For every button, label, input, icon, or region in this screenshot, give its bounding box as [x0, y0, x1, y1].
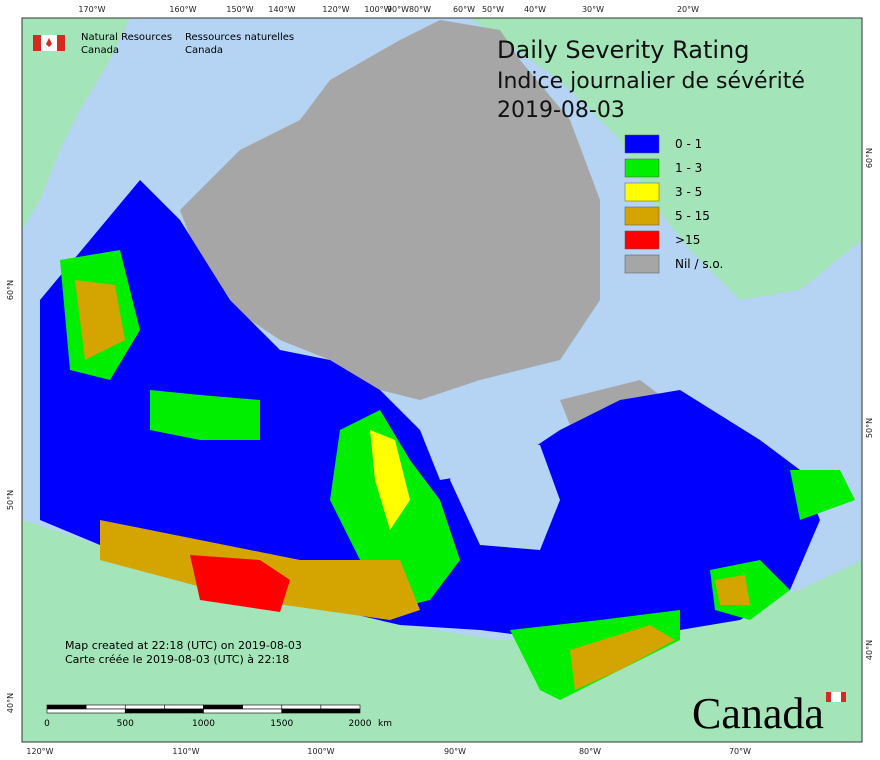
title-fr: Indice journalier de sévérité [497, 69, 805, 94]
legend-swatch [624, 158, 660, 178]
legend-swatch [624, 134, 660, 154]
longitude-label: 120°W [26, 747, 53, 756]
scale-segment [164, 704, 204, 710]
scale-segment [124, 704, 165, 710]
agency-en: Natural Resources [81, 32, 172, 43]
longitude-label: 90°W [387, 5, 409, 14]
latitude-label: 60°N [6, 280, 15, 300]
scale-segment [281, 708, 361, 714]
legend-label: 0 - 1 [675, 137, 702, 151]
scale-label: 0 [44, 719, 50, 729]
scale-segment [124, 708, 204, 714]
scale-segment [46, 708, 126, 714]
agency-fr: Ressources naturelles [185, 32, 294, 43]
agency-fr: Canada [185, 45, 223, 56]
map-frame [21, 17, 863, 743]
scale-unit: km [378, 719, 392, 729]
scale-label: 1000 [192, 719, 215, 729]
longitude-label: 160°W [169, 5, 196, 14]
scale-segment [281, 704, 322, 710]
longitude-label: 120°W [322, 5, 349, 14]
legend-label: 1 - 3 [675, 161, 702, 175]
longitude-label: 80°W [409, 5, 431, 14]
scale-segment [203, 704, 243, 710]
scale-segment [203, 708, 283, 714]
longitude-label: 100°W [307, 747, 334, 756]
longitude-label: 60°W [453, 5, 475, 14]
latitude-label: 40°N [865, 640, 874, 660]
title-date: 2019-08-03 [497, 98, 625, 123]
ontario-orange [570, 625, 675, 690]
prairie-yellow [370, 430, 410, 530]
newfoundland-green [790, 470, 855, 520]
legend-swatch [624, 206, 660, 226]
longitude-label: 150°W [226, 5, 253, 14]
greenland [470, 18, 862, 300]
legend-label: >15 [675, 233, 700, 247]
latitude-label: 50°N [865, 418, 874, 438]
legend-label: Nil / s.o. [675, 257, 723, 271]
longitude-label: 20°W [677, 5, 699, 14]
scale-segment [242, 704, 283, 710]
scale-segment [85, 704, 126, 710]
latitude-label: 60°N [865, 148, 874, 168]
longitude-label: 80°W [579, 747, 601, 756]
scale-label: 1500 [270, 719, 293, 729]
agency-en: Canada [81, 45, 119, 56]
scale-segment [46, 704, 87, 710]
longitude-label: 50°W [482, 5, 504, 14]
longitude-label: 100°W [364, 5, 391, 14]
title-en: Daily Severity Rating [497, 36, 749, 64]
north-green [150, 390, 260, 440]
longitude-label: 140°W [268, 5, 295, 14]
canada-wordmark: Canada [692, 689, 824, 738]
legend-swatch [624, 182, 660, 202]
longitude-label: 30°W [582, 5, 604, 14]
latitude-label: 50°N [6, 490, 15, 510]
legend-label: 3 - 5 [675, 185, 702, 199]
wordmark-flag [826, 692, 846, 702]
credit: Map created at 22:18 (UTC) on 2019-08-03 [65, 639, 302, 652]
bc-orange [75, 280, 125, 360]
longitude-label: 70°W [729, 747, 751, 756]
scale-label: 500 [117, 719, 134, 729]
arctic-islands [180, 20, 600, 400]
canada-blue [40, 180, 820, 640]
legend-label: 5 - 15 [675, 209, 710, 223]
credit: Carte créée le 2019-08-03 (UTC) à 22:18 [65, 653, 289, 666]
longitude-label: 40°W [524, 5, 546, 14]
scale-segment [320, 704, 361, 710]
united-states [22, 520, 862, 742]
scale-label: 2000 [349, 719, 372, 729]
latitude-label: 40°N [6, 693, 15, 713]
longitude-label: 170°W [78, 5, 105, 14]
maritimes-orange [715, 575, 750, 605]
legend-swatch [624, 254, 660, 274]
longitude-label: 90°W [444, 747, 466, 756]
legend-swatch [624, 230, 660, 250]
longitude-label: 110°W [172, 747, 199, 756]
alaska-west [22, 18, 130, 230]
flag-logo [33, 35, 65, 51]
hudson-bay [450, 440, 560, 550]
south-red [190, 555, 290, 612]
